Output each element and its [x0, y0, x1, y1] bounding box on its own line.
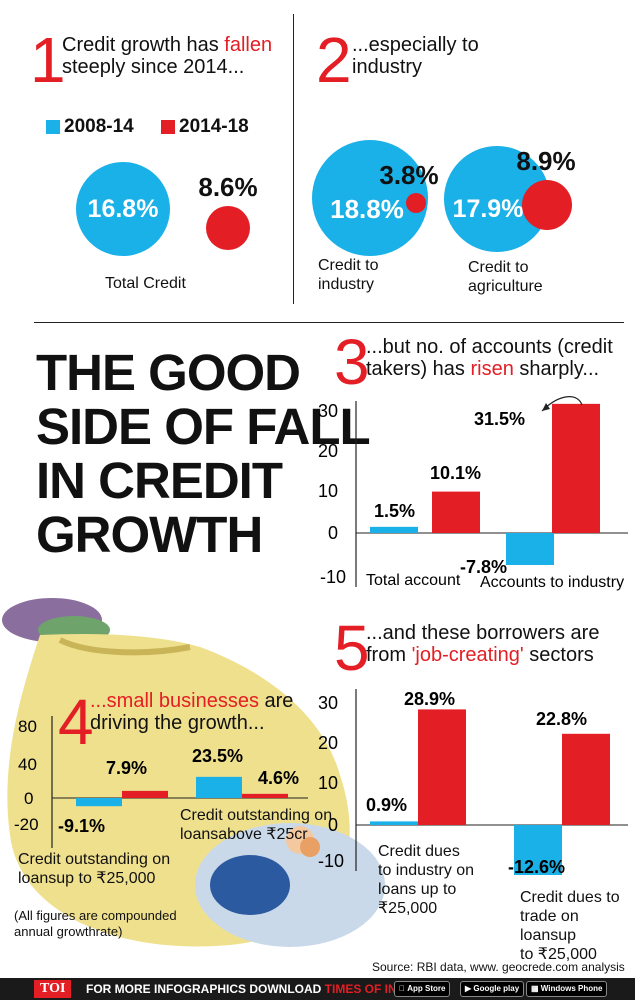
top-divider-vertical	[293, 14, 294, 304]
panel5-number: 5	[334, 612, 370, 684]
chart3-label-total-2008-14: 1.5%	[374, 501, 415, 521]
label-industry-2014-18: 3.8%	[379, 160, 439, 190]
chart4-label-small-2008-14: -9.1%	[58, 816, 105, 836]
panel5-caption-industry: Credit dues to industry on loans up to ₹25,…	[378, 843, 475, 917]
panel4-caption-large-loans: Credit outstanding on loansabove ₹25cr	[180, 807, 333, 843]
circle-agriculture-2014-18	[522, 180, 572, 230]
legend-swatch-red	[161, 119, 176, 134]
chart5-bar-trade-2014-18	[562, 733, 610, 825]
label-total-credit-2008-14: 16.8%	[87, 195, 159, 223]
headline-line-3: IN CREDIT	[36, 452, 283, 509]
chart5-bar-industry-2008-14	[370, 821, 418, 825]
headline-line-1: THE GOOD	[36, 344, 301, 401]
chart3-label-industry-2014-18: 31.5%	[474, 409, 525, 429]
chart3-category-industry: Accounts to industry	[480, 574, 624, 591]
chart5-label-industry-2014-18: 28.9%	[404, 689, 455, 709]
panel1-number: 1	[30, 24, 66, 96]
caption-industry: Credit to industry	[318, 257, 379, 293]
source-note: Source: RBI data, www. geocrede.com anal…	[372, 960, 625, 974]
money-bag-illustration	[2, 598, 385, 947]
google-play-badge[interactable]: ▶ Google play	[460, 981, 525, 997]
chart4-label-large-2008-14: 23.5%	[192, 746, 243, 766]
panel4-footnote: (All figures are compounded annual growth…	[14, 908, 177, 939]
panel4-caption-small-loans: Credit outstanding on loansup to ₹25,000	[18, 851, 171, 887]
panel3-title: ...but no. of accounts (credit takers) h…	[366, 336, 613, 380]
headline: THE GOOD SIDE OF FALL IN CREDIT GROWTH	[36, 344, 371, 563]
circle-total-credit-2008-14	[76, 162, 170, 256]
chart4-label-large-2014-18: 4.6%	[258, 768, 299, 788]
circle-industry-2014-18	[406, 193, 426, 213]
chart3-ytick-30: 30	[318, 401, 338, 421]
chart3-category-total: Total account	[366, 572, 461, 589]
chart3-bar-total-2008-14	[370, 526, 418, 533]
chart5-label-trade-2008-14: -12.6%	[508, 857, 565, 875]
circle-total-credit-2014-18	[206, 206, 250, 250]
chart3-ytick-10: 10	[318, 481, 338, 501]
windows-phone-badge[interactable]: ▦ Windows Phone	[526, 981, 608, 997]
bag-tie	[58, 637, 191, 656]
footer-bar: TOI FOR MORE INFOGRAPHICS DOWNLOAD TIMES…	[0, 978, 635, 1000]
chart4-bar-small-2014-18	[122, 790, 168, 798]
legend-item-2008-14: 2008-14	[46, 116, 134, 137]
toi-logo: TOI	[34, 980, 72, 998]
chart4-ytick-0: 0	[24, 789, 33, 808]
chart-small-business: 80 40 0 -20 -9.1% 7.9% 23.5% 4.6%	[14, 716, 308, 848]
chart4-ytick-minus20: -20	[14, 815, 39, 834]
headline-line-4: GROWTH	[36, 506, 263, 563]
label-total-credit-2014-18: 8.6%	[198, 172, 258, 202]
chart-accounts: 30 20 10 0 -10 1.5% 10.1% -7.8% 31.5% To…	[318, 396, 628, 591]
headline-line-2: SIDE OF FALL	[36, 398, 371, 455]
top-divider-horizontal	[34, 322, 624, 323]
chart3-label-total-2014-18: 10.1%	[430, 463, 481, 483]
caption-agriculture: Credit to agriculture	[468, 259, 543, 295]
chart4-bar-large-2008-14	[196, 776, 242, 798]
chart5-label-industry-2008-14: 0.9%	[366, 795, 407, 815]
chart5-bar-industry-2014-18	[418, 709, 466, 825]
panel4-number: 4	[58, 686, 94, 758]
chart3-label-industry-2008-14: -7.8%	[460, 557, 507, 577]
label-agriculture-2008-14: 17.9%	[452, 195, 524, 223]
legend: 2008-14 2014-18	[46, 116, 249, 138]
panel2-title: ...especially to industry	[352, 34, 479, 78]
chart3-bar-industry-2008-14	[506, 533, 554, 565]
chart5-ytick-20: 20	[318, 733, 338, 753]
chart4-ytick-40: 40	[18, 755, 37, 774]
chart3-ytick-0: 0	[328, 523, 338, 543]
chart3-ytick-20: 20	[318, 441, 338, 461]
label-industry-2008-14: 18.8%	[330, 194, 404, 224]
label-agriculture-2014-18: 8.9%	[516, 146, 576, 176]
chart5-bar-trade-2008-14	[514, 825, 562, 875]
chart3-arrow-head	[542, 403, 550, 411]
chart3-ytick-minus10: -10	[320, 567, 346, 587]
caption-total-credit: Total Credit	[105, 275, 186, 292]
panel5-title: ...and these borrowers are from 'job-cre…	[366, 622, 600, 666]
chart3-bar-total-2014-18	[432, 491, 480, 533]
chart5-ytick-30: 30	[318, 693, 338, 713]
app-store-badge[interactable]:  App Store	[394, 981, 451, 997]
legend-swatch-blue	[46, 119, 60, 134]
panel3-number: 3	[334, 326, 370, 398]
chart4-bar-large-2014-18	[242, 793, 288, 798]
chart5-ytick-10: 10	[318, 773, 338, 793]
chart4-ytick-80: 80	[18, 717, 37, 736]
chart-job-creating: 30 20 10 0 -10 0.9% 28.9% -12.6% 22.8%	[318, 689, 628, 875]
chart5-ytick-minus10: -10	[318, 851, 344, 871]
panel2-number: 2	[316, 24, 352, 96]
chart4-label-small-2014-18: 7.9%	[106, 758, 147, 778]
chart3-bar-industry-2014-18	[552, 403, 600, 533]
balloon-image	[300, 837, 320, 857]
legend-item-2014-18: 2014-18	[161, 116, 249, 137]
chart4-bar-small-2008-14	[76, 798, 122, 807]
chart5-label-trade-2014-18: 22.8%	[536, 709, 587, 729]
panel4-title: ...small businesses are driving the grow…	[90, 690, 294, 734]
panel1-title: Credit growth has fallen steeply since 2…	[62, 34, 273, 78]
panel5-caption-trade: Credit dues to trade on loansup to ₹25,000	[520, 889, 620, 963]
sleeping-man-shirt	[210, 855, 290, 915]
chart5-ytick-0: 0	[328, 815, 338, 835]
footer-text: FOR MORE INFOGRAPHICS DOWNLOAD TIMES OF …	[86, 982, 445, 996]
